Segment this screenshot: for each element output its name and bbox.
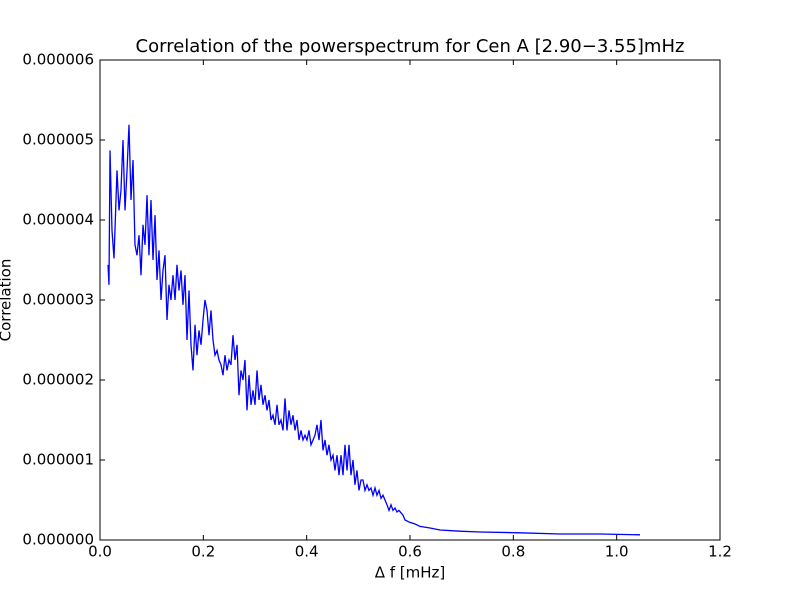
- x-tick-label: 0.6: [398, 543, 422, 561]
- y-tick-label: 0.000003: [22, 291, 94, 309]
- y-tick-label: 0.000004: [22, 211, 94, 229]
- y-axis-label: Correlation: [0, 259, 15, 342]
- y-tick-label: 0.000002: [22, 371, 94, 389]
- plot-frame: [99, 59, 721, 541]
- x-tick-label: 0.2: [191, 543, 215, 561]
- x-tick-label: 0.4: [295, 543, 319, 561]
- y-tick-label: 0.000005: [22, 131, 94, 149]
- y-tick-label: 0.000000: [22, 531, 94, 549]
- x-tick-label: 0.8: [501, 543, 525, 561]
- data-line: [107, 124, 641, 536]
- y-tick-label: 0.000001: [22, 451, 94, 469]
- chart-title: Correlation of the powerspectrum for Cen…: [136, 36, 685, 57]
- x-tick-label: 1.0: [605, 543, 629, 561]
- x-tick-label: 0.0: [88, 543, 112, 561]
- y-tick-label: 0.000006: [22, 51, 94, 69]
- x-tick-label: 1.2: [708, 543, 732, 561]
- x-axis-label: Δ f [mHz]: [375, 564, 446, 582]
